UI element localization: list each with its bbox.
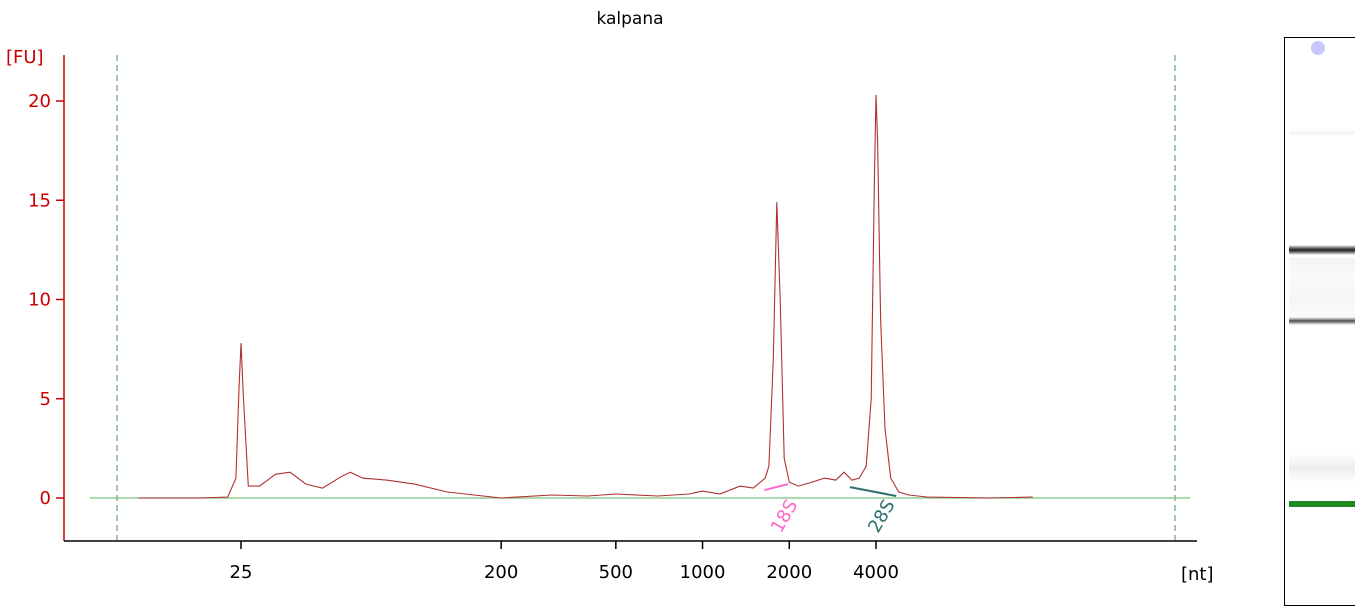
gel-band-smear [1289, 258, 1355, 318]
y-tick-label: 0 [40, 488, 51, 509]
peak-label-28s: 28S [864, 496, 899, 536]
peak-label-18s: 18S [767, 496, 802, 536]
gel-lane-image [1284, 37, 1355, 606]
gel-band-faint-top [1289, 130, 1355, 136]
x-tick-label: 4000 [853, 562, 899, 583]
electropherogram-trace [138, 94, 1033, 499]
upper-marker-spot [1311, 41, 1325, 55]
x-tick-label: 1000 [680, 562, 726, 583]
y-axis-label: [FU] [6, 47, 44, 68]
y-tick-label: 10 [28, 290, 51, 311]
gel-band-18s [1289, 317, 1355, 325]
x-tick-label: 25 [230, 562, 253, 583]
gel-lower-marker-band [1289, 501, 1355, 507]
electropherogram-chart: kalpana [FU] [nt] 0 5 10 15 20 25 200 500 1000 20… [6, 9, 1214, 585]
y-tick-label: 5 [40, 389, 51, 410]
x-tick-label: 2000 [766, 562, 812, 583]
y-tick-label: 20 [28, 91, 51, 112]
y-tick-label: 15 [28, 190, 51, 211]
x-tick-label: 500 [599, 562, 633, 583]
peak-18s-integration-line [764, 483, 789, 492]
chart-title: kalpana [596, 9, 663, 29]
peak-28s-integration-line [849, 486, 897, 497]
gel-band-low-smear [1289, 453, 1355, 483]
x-axis-label: [nt] [1181, 564, 1214, 585]
x-tick-label: 200 [484, 562, 518, 583]
gel-band-28s [1289, 245, 1355, 255]
